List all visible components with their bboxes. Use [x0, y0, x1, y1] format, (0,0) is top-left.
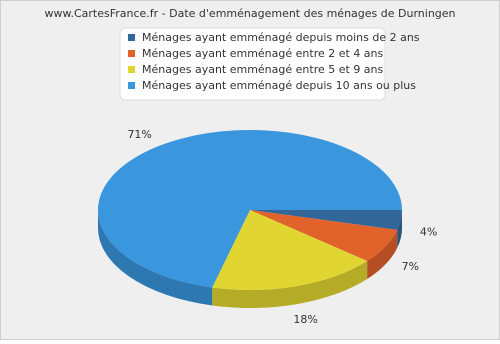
- data-label: 18%: [293, 313, 317, 326]
- legend-swatch: [128, 34, 135, 41]
- legend-swatch: [128, 50, 135, 57]
- slice-side: [97, 210, 213, 306]
- legend-label: Ménages ayant emménagé entre 5 et 9 ans: [142, 63, 384, 76]
- chart-title: www.CartesFrance.fr - Date d'emménagemen…: [44, 7, 455, 20]
- data-label: 7%: [402, 260, 419, 273]
- slice-side: [397, 210, 402, 248]
- slice-side: [212, 260, 368, 308]
- data-label: 4%: [420, 225, 437, 238]
- slice: [250, 210, 402, 230]
- slice-side: [367, 229, 398, 279]
- legend-swatch: [128, 66, 135, 73]
- legend: [119, 27, 386, 101]
- legend-label: Ménages ayant emménagé entre 2 et 4 ans: [142, 47, 384, 60]
- data-label: 71%: [127, 128, 151, 141]
- slice: [212, 210, 368, 290]
- slice: [250, 210, 398, 261]
- legend-swatch: [128, 82, 135, 89]
- legend-label: Ménages ayant emménagé depuis 10 ans ou …: [142, 79, 416, 92]
- legend-label: Ménages ayant emménagé depuis moins de 2…: [142, 31, 420, 44]
- slice: [98, 130, 402, 288]
